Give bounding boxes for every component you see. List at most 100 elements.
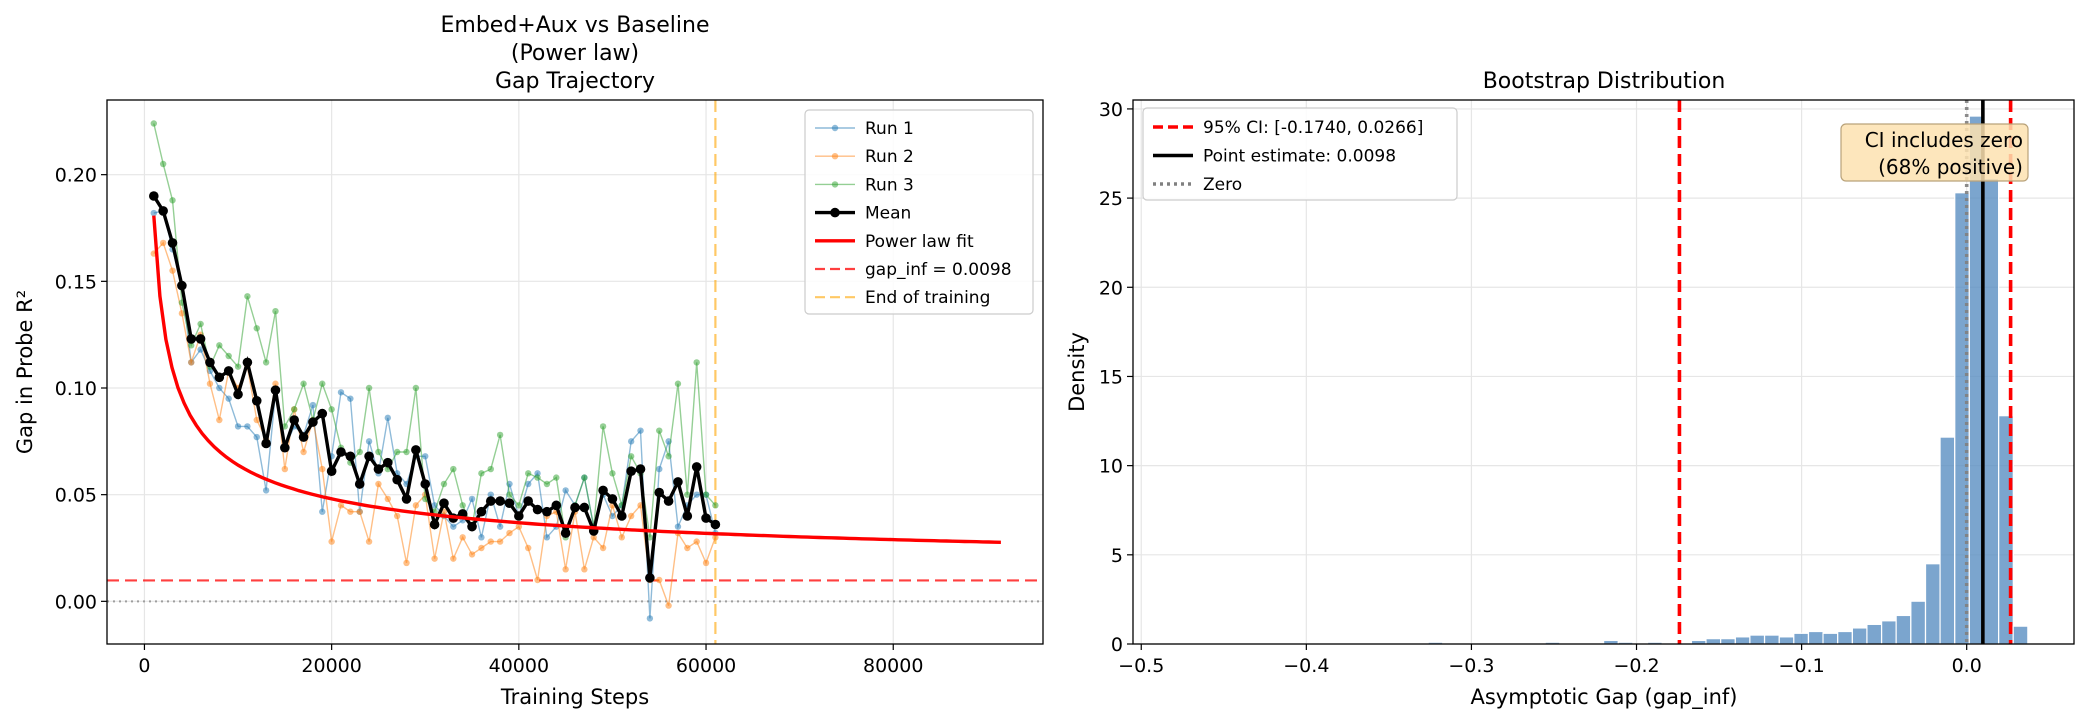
y-axis-ticks: 0.00 0.05 0.10 0.15 0.20 [55, 165, 107, 613]
legend-box [1142, 107, 1458, 201]
legend-label-gap_inf: gap_inf = 0.0098 [865, 260, 1012, 280]
x-tick-label-3: 60000 [676, 655, 736, 677]
point-mean-20 [336, 447, 346, 457]
point-run3-11 [253, 325, 260, 332]
point-run2-23 [365, 538, 373, 545]
point-run3-15 [291, 406, 298, 413]
x-tick-label-1: −0.4 [1283, 655, 1329, 677]
point-run2-60 [712, 534, 719, 541]
point-run1-8 [225, 395, 232, 402]
y-axis-label: Density [1065, 332, 1089, 412]
legend-label-mean: Mean [865, 204, 911, 224]
point-run2-20 [337, 502, 345, 509]
point-mean-41 [532, 504, 543, 515]
point-mean-14 [280, 442, 290, 453]
histogram-bar-6 [1705, 638, 1722, 645]
y-tick-label-2: 0.10 [55, 378, 97, 400]
point-run3-54 [656, 427, 663, 434]
histogram-bars [1427, 115, 2029, 645]
histogram-bar-16 [1851, 627, 1868, 645]
legend: Run 1 Run 2 Run 3 Mean Power law fit gap_inf … [804, 109, 1034, 315]
point-run3-4 [188, 342, 195, 349]
point-run1-20 [337, 389, 345, 396]
point-mean-15 [289, 415, 300, 425]
point-run3-10 [244, 293, 251, 300]
series-layer [149, 120, 1001, 622]
point-mean-16 [298, 432, 309, 442]
point-mean-28 [411, 445, 421, 455]
x-tick-label-0: −0.5 [1118, 655, 1164, 677]
point-run3-12 [262, 359, 270, 366]
point-run3-22 [356, 448, 363, 456]
point-mean-3 [177, 280, 187, 291]
point-mean-45 [570, 502, 580, 513]
point-mean-35 [476, 506, 487, 517]
point-run1-44 [562, 487, 569, 494]
point-run1-42 [543, 534, 551, 541]
point-run3-2 [169, 197, 176, 204]
x-tick-label-4: −0.1 [1779, 655, 1825, 677]
point-run2-44 [562, 566, 569, 573]
point-run3-0 [150, 120, 157, 127]
y-tick-label-3: 0.15 [55, 271, 97, 293]
point-mean-39 [514, 511, 524, 521]
point-run1-32 [450, 523, 457, 530]
histogram-bar-25 [1983, 177, 2000, 645]
point-run1-7 [216, 384, 223, 392]
point-mean-55 [663, 496, 674, 506]
histogram-bar-9 [1749, 634, 1766, 645]
histogram-bar-19 [1895, 614, 1912, 645]
point-mean-38 [504, 498, 515, 509]
point-mean-27 [401, 494, 412, 504]
point-run3-1 [159, 160, 167, 168]
point-run2-36 [487, 538, 494, 545]
point-run3-37 [496, 431, 504, 439]
chart-title: Bootstrap Distribution [1483, 69, 1726, 94]
point-mean-53 [645, 573, 655, 583]
point-run1-53 [646, 615, 654, 622]
histogram-bar-7 [1720, 638, 1736, 645]
point-run2-2 [169, 267, 176, 274]
point-run3-40 [525, 470, 532, 477]
point-run2-40 [525, 544, 532, 552]
point-run1-29 [422, 453, 429, 460]
point-run2-26 [393, 512, 401, 520]
point-run2-14 [281, 465, 289, 473]
y-tick-label-1: 5 [1111, 545, 1123, 567]
point-run3-16 [300, 380, 307, 387]
histogram-bar-21 [1924, 563, 1941, 645]
y-tick-label-0: 0.00 [55, 591, 97, 613]
histogram-bar-11 [1778, 636, 1795, 645]
y-tick-label-4: 20 [1099, 277, 1123, 299]
x-tick-label-3: −0.2 [1613, 655, 1659, 677]
point-run2-38 [506, 529, 513, 537]
point-run3-5 [197, 320, 204, 328]
point-run3-43 [553, 474, 560, 481]
point-run1-54 [656, 465, 663, 473]
point-run3-59 [702, 491, 710, 498]
point-run2-51 [627, 512, 635, 520]
point-mean-23 [364, 451, 374, 462]
chart-title-line-1: Embed+Aux vs Baseline [441, 13, 710, 38]
histogram-bar-27 [2012, 625, 2029, 645]
point-run2-48 [599, 544, 607, 552]
point-run3-38 [506, 491, 513, 498]
point-run2-25 [384, 495, 391, 503]
point-run3-48 [599, 423, 607, 430]
annotation-background [1840, 123, 2029, 182]
annotation-line-2: (68% positive) [1878, 155, 2023, 179]
legend-marker-run1 [831, 124, 839, 132]
point-mean-49 [607, 494, 618, 504]
x-axis-label: Training Steps [500, 685, 649, 709]
point-run3-32 [450, 465, 457, 473]
point-mean-56 [673, 477, 683, 487]
legend-label-zero: Zero [1203, 175, 1242, 195]
point-mean-30 [429, 519, 440, 530]
point-run2-7 [216, 416, 223, 424]
x-tick-label-2: −0.3 [1448, 655, 1494, 677]
point-run2-18 [319, 465, 326, 473]
point-run2-1 [159, 239, 167, 247]
x-tick-label-5: 0.0 [1952, 655, 1982, 677]
